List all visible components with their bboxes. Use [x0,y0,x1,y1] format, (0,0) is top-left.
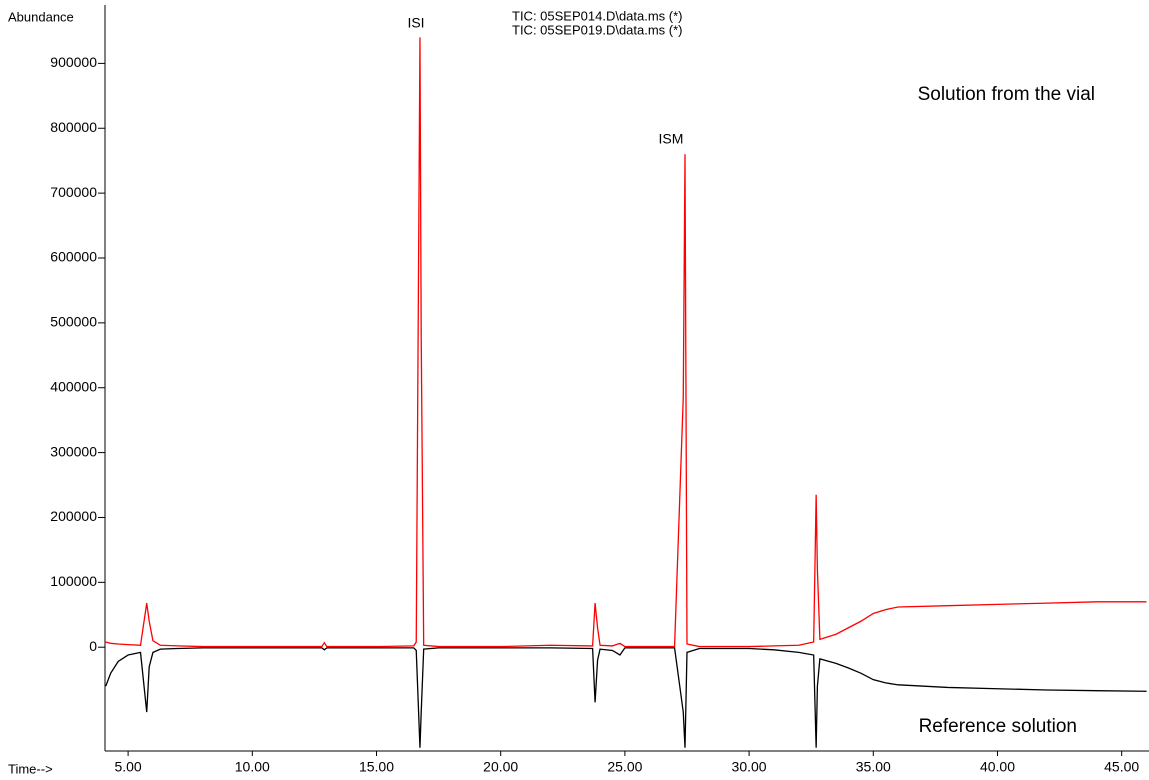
trace-line [105,37,1147,648]
legend-label: TIC: 05SEP014.D\data.ms (*) [512,8,683,23]
x-tick-label: 15.00 [359,759,394,775]
x-tick-label: 30.00 [732,759,767,775]
x-tick-label: 25.00 [607,759,642,775]
annotation: ISM [659,131,684,147]
annotation: Reference solution [919,716,1077,737]
y-axis-label: Abundance [8,9,74,24]
y-tick-label: 500000 [50,314,97,330]
x-tick-label: 45.00 [1104,759,1139,775]
y-tick-label: 600000 [50,249,97,265]
y-tick-label: 0 [89,638,97,654]
legend-label: TIC: 05SEP019.D\data.ms (*) [512,22,683,37]
annotation: ISI [407,15,424,31]
y-tick-label: 400000 [50,378,97,394]
trace-line [105,647,1147,748]
y-tick-label: 200000 [50,508,97,524]
y-tick-label: 800000 [50,119,97,135]
x-tick-label: 10.00 [235,759,270,775]
y-tick-label: 300000 [50,443,97,459]
x-tick-label: 5.00 [114,759,141,775]
y-tick-label: 100000 [50,573,97,589]
x-axis-label: Time--> [8,761,53,776]
plot-area [105,37,1147,748]
x-tick-label: 40.00 [980,759,1015,775]
annotation: Solution from the vial [918,84,1095,105]
y-tick-label: 900000 [50,54,97,70]
x-tick-label: 35.00 [856,759,891,775]
y-tick-label: 700000 [50,184,97,200]
x-tick-label: 20.00 [483,759,518,775]
